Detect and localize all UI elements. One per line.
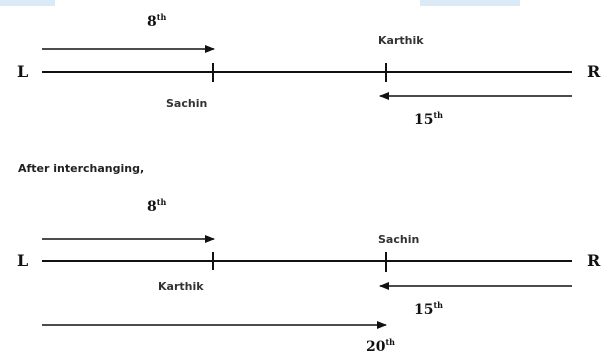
scene2-lower-name: Karthik bbox=[158, 280, 204, 293]
scene2-top-ordinal: 8th bbox=[147, 197, 166, 215]
scene1-top-ordinal: 8th bbox=[147, 12, 166, 30]
after-interchanging-caption: After interchanging, bbox=[18, 162, 144, 175]
scene1-right-label: R bbox=[587, 62, 601, 81]
scene2-upper-name: Sachin bbox=[378, 233, 419, 246]
scene2-left-label: L bbox=[17, 251, 28, 270]
scene2-total-ordinal: 20th bbox=[366, 337, 395, 355]
scene2-bottom-ordinal: 15th bbox=[414, 300, 443, 318]
scene1-left-label: L bbox=[17, 62, 28, 81]
scene1-lower-name: Sachin bbox=[166, 97, 207, 110]
scene1-bottom-ordinal: 15th bbox=[414, 110, 443, 128]
scene2-right-label: R bbox=[587, 251, 601, 270]
scene1-upper-name: Karthik bbox=[378, 34, 424, 47]
